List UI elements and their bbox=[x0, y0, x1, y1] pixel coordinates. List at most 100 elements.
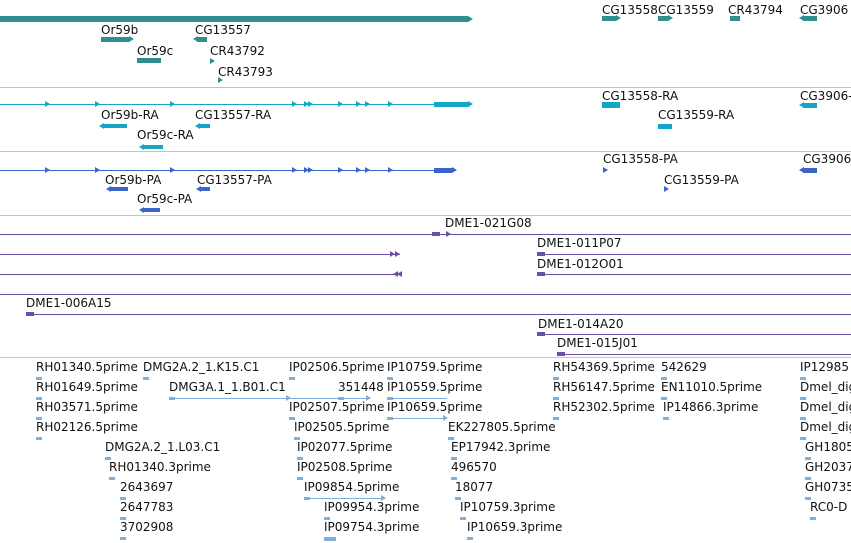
strand-arrow-icon bbox=[292, 101, 297, 107]
transcript-cg13557-ra[interactable] bbox=[200, 124, 210, 128]
est-feature[interactable] bbox=[324, 537, 336, 541]
est-feature[interactable] bbox=[120, 517, 126, 520]
ests-feature-label: GH1805 bbox=[805, 440, 851, 454]
est-feature[interactable] bbox=[36, 377, 42, 380]
est-feature[interactable] bbox=[36, 417, 42, 420]
strand-arrow-icon bbox=[390, 251, 395, 257]
est-feature[interactable] bbox=[451, 477, 457, 480]
clone-end[interactable] bbox=[557, 352, 565, 356]
cds-feature-label: CG3906 bbox=[803, 152, 851, 166]
est-feature[interactable] bbox=[661, 397, 667, 400]
est-feature[interactable] bbox=[109, 477, 115, 480]
gene-cg3906[interactable] bbox=[803, 16, 817, 21]
est-alignment[interactable] bbox=[289, 398, 370, 399]
est-feature[interactable] bbox=[451, 457, 457, 460]
clone-line[interactable] bbox=[0, 254, 400, 255]
strand-arrow-icon bbox=[366, 395, 371, 401]
est-feature[interactable] bbox=[800, 377, 806, 380]
gene-cg13557[interactable] bbox=[197, 37, 207, 42]
clone-line[interactable] bbox=[0, 234, 851, 235]
est-feature[interactable] bbox=[297, 477, 303, 480]
est-feature[interactable] bbox=[800, 397, 806, 400]
strand-arrow-icon bbox=[106, 186, 111, 192]
cds-or59b-pa[interactable] bbox=[110, 187, 128, 191]
clone-line[interactable] bbox=[26, 314, 851, 315]
clone-end[interactable] bbox=[537, 332, 545, 336]
transcript-cg13558-ra[interactable] bbox=[602, 102, 620, 108]
strand-arrow-icon bbox=[286, 395, 291, 401]
cds-exon[interactable] bbox=[434, 168, 452, 173]
est-feature[interactable] bbox=[800, 437, 806, 440]
est-feature[interactable] bbox=[805, 497, 811, 500]
cds-or59c-pa[interactable] bbox=[144, 208, 160, 212]
est-feature[interactable] bbox=[143, 377, 149, 380]
genes-feature-label: CG3906 bbox=[800, 3, 849, 17]
ests-feature-label: IP09754.3prime bbox=[324, 520, 420, 534]
ests-feature-label: IP02508.5prime bbox=[297, 460, 393, 474]
est-feature[interactable] bbox=[36, 437, 42, 440]
est-feature[interactable] bbox=[467, 537, 473, 540]
est-feature[interactable] bbox=[553, 397, 559, 400]
clones-feature-label: DME1-014A20 bbox=[538, 317, 624, 331]
transcript-cg3906[interactable] bbox=[803, 103, 817, 108]
clone-end[interactable] bbox=[537, 272, 545, 276]
clone-line[interactable] bbox=[557, 354, 851, 355]
est-feature[interactable] bbox=[36, 397, 42, 400]
est-feature[interactable] bbox=[553, 417, 559, 420]
est-feature[interactable] bbox=[810, 517, 816, 520]
gene-cg13558[interactable] bbox=[602, 16, 616, 21]
est-feature[interactable] bbox=[553, 377, 559, 380]
est-feature[interactable] bbox=[661, 377, 667, 380]
clone-line[interactable] bbox=[0, 274, 400, 275]
clone-line[interactable] bbox=[0, 294, 851, 295]
transcript-or59c-ra[interactable] bbox=[143, 145, 163, 149]
est-feature[interactable] bbox=[120, 497, 126, 500]
ests-feature-label: IP14866.3prime bbox=[663, 400, 759, 414]
est-feature[interactable] bbox=[455, 497, 461, 500]
clone-end[interactable] bbox=[26, 312, 34, 316]
est-feature[interactable] bbox=[448, 437, 454, 440]
strand-arrow-icon bbox=[668, 15, 673, 21]
cds-cg13557-pa[interactable] bbox=[200, 187, 210, 191]
est-alignment[interactable] bbox=[387, 398, 447, 399]
est-alignment[interactable] bbox=[387, 418, 447, 419]
est-feature[interactable] bbox=[805, 477, 811, 480]
ests-feature-label: RH52302.5prime bbox=[553, 400, 655, 414]
est-feature[interactable] bbox=[120, 537, 126, 540]
est-feature[interactable] bbox=[800, 417, 806, 420]
clones-feature-label: DME1-021G08 bbox=[445, 216, 532, 230]
clone-end[interactable] bbox=[432, 232, 440, 236]
gene-or59b[interactable] bbox=[101, 37, 129, 42]
gene-feature[interactable] bbox=[0, 16, 468, 22]
est-feature[interactable] bbox=[105, 457, 111, 460]
est-feature[interactable] bbox=[289, 417, 295, 420]
transcript-or59b-ra[interactable] bbox=[103, 124, 127, 128]
est-feature[interactable] bbox=[387, 377, 393, 380]
est-feature[interactable] bbox=[663, 417, 669, 420]
cds-cg3906[interactable] bbox=[803, 168, 817, 173]
strand-arrow-icon bbox=[603, 167, 608, 173]
clone-end[interactable] bbox=[537, 252, 545, 256]
est-feature[interactable] bbox=[460, 517, 466, 520]
clone-line[interactable] bbox=[537, 334, 851, 335]
est-feature[interactable] bbox=[294, 437, 300, 440]
gene-or59c[interactable] bbox=[137, 58, 161, 63]
gene-cr43794[interactable] bbox=[730, 16, 740, 21]
est-feature[interactable] bbox=[324, 517, 330, 520]
strand-arrow-icon bbox=[139, 207, 144, 213]
clone-line[interactable] bbox=[537, 254, 851, 255]
transcript-cg13559-ra[interactable] bbox=[658, 124, 672, 129]
cds-line[interactable] bbox=[0, 170, 452, 171]
est-alignment[interactable] bbox=[169, 398, 290, 399]
transcript-line[interactable] bbox=[0, 104, 470, 105]
est-feature[interactable] bbox=[297, 457, 303, 460]
genes-feature-label: CG13558 bbox=[602, 3, 658, 17]
est-alignment[interactable] bbox=[304, 498, 385, 499]
mrna-feature-label: Or59b-RA bbox=[101, 108, 159, 122]
clone-line[interactable] bbox=[537, 274, 851, 275]
transcript-exon[interactable] bbox=[434, 102, 468, 107]
gene-cg13559[interactable] bbox=[658, 16, 668, 21]
est-feature[interactable] bbox=[289, 377, 295, 380]
est-feature[interactable] bbox=[805, 457, 811, 460]
